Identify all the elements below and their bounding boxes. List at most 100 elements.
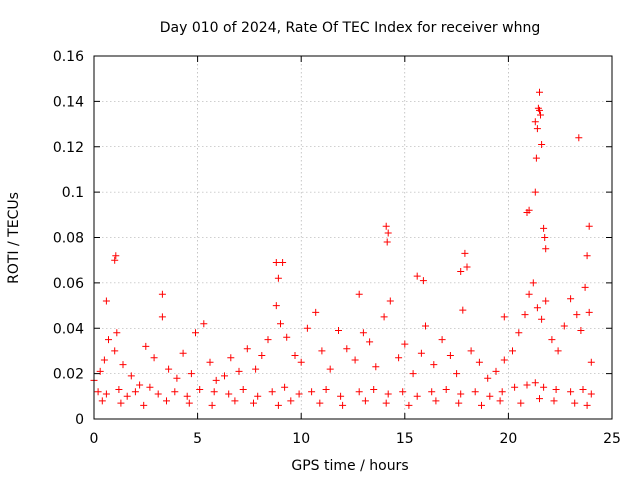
data-point	[173, 374, 181, 382]
data-point	[206, 358, 214, 366]
data-point	[531, 379, 539, 387]
data-point	[183, 392, 191, 400]
data-point	[102, 390, 110, 398]
data-point	[540, 383, 548, 391]
data-point	[105, 336, 112, 344]
data-point	[185, 399, 193, 407]
data-point	[312, 308, 320, 316]
data-point	[521, 311, 529, 319]
data-point	[212, 376, 220, 384]
data-point	[550, 397, 558, 405]
data-point	[179, 349, 187, 357]
data-point	[537, 111, 544, 119]
data-point	[123, 392, 131, 400]
data-point	[231, 397, 239, 405]
data-point	[529, 279, 537, 287]
data-point	[102, 297, 110, 305]
data-point	[571, 399, 579, 407]
data-point	[127, 372, 135, 380]
data-point	[554, 347, 562, 355]
grid	[94, 56, 612, 419]
data-point	[192, 329, 199, 337]
data-point	[422, 322, 429, 330]
data-point	[243, 345, 251, 353]
y-tick-label: 0.14	[53, 94, 84, 110]
data-point	[316, 399, 324, 407]
data-point	[541, 234, 549, 241]
data-point	[100, 356, 108, 364]
data-point	[221, 372, 228, 380]
data-point	[287, 397, 295, 405]
data-point	[401, 340, 409, 348]
data-point	[158, 313, 166, 321]
data-point	[355, 388, 363, 396]
data-point	[386, 297, 394, 305]
data-point	[140, 401, 148, 409]
data-point	[165, 365, 173, 373]
data-point	[579, 386, 587, 393]
data-point	[532, 154, 540, 162]
data-point	[459, 306, 467, 314]
data-point	[536, 395, 543, 403]
data-point	[250, 399, 257, 407]
data-point	[171, 388, 179, 396]
data-point	[117, 399, 125, 407]
data-point	[384, 390, 392, 398]
data-point	[500, 313, 508, 321]
data-point	[339, 401, 347, 409]
x-tick-label: 15	[396, 431, 414, 447]
data-point	[96, 367, 104, 375]
data-point	[525, 206, 533, 214]
data-point	[370, 386, 378, 393]
data-point	[142, 342, 150, 350]
data-point	[380, 313, 388, 321]
data-point	[457, 268, 465, 275]
data-point	[383, 238, 391, 246]
data-point	[131, 388, 139, 396]
data-point	[111, 347, 119, 355]
data-point	[382, 222, 390, 230]
data-point	[438, 336, 446, 344]
data-point	[587, 358, 595, 366]
data-point	[258, 352, 266, 359]
data-point	[446, 352, 454, 359]
x-tick-label: 5	[193, 431, 202, 447]
data-point	[552, 386, 560, 393]
data-point	[337, 392, 345, 400]
data-point	[577, 327, 585, 334]
data-point	[318, 347, 326, 355]
y-tick-label: 0.06	[53, 276, 84, 292]
data-point	[567, 295, 575, 303]
data-point	[533, 304, 541, 312]
data-point	[196, 386, 204, 393]
data-point	[268, 388, 276, 396]
data-point	[419, 277, 427, 285]
data-point	[308, 388, 316, 396]
x-tick-label: 20	[499, 431, 517, 447]
y-tick-label: 0.08	[53, 231, 84, 247]
data-point	[538, 315, 546, 323]
data-point	[531, 118, 539, 126]
data-point	[274, 401, 282, 409]
data-point	[585, 222, 593, 230]
y-axis-label: ROTI / TECUs	[6, 192, 22, 284]
data-point	[111, 256, 119, 264]
data-point	[113, 329, 121, 337]
data-point	[322, 386, 330, 393]
data-point	[548, 336, 556, 344]
y-tick-label: 0.04	[53, 321, 84, 337]
data-point	[432, 397, 440, 405]
data-point	[515, 329, 523, 337]
data-point	[523, 381, 531, 389]
x-axis-label: GPS time / hours	[291, 458, 408, 474]
data-point	[225, 390, 233, 398]
y-tick-label: 0.02	[53, 367, 84, 383]
data-point	[509, 347, 516, 355]
x-tick-label: 25	[603, 431, 621, 447]
data-point	[274, 274, 282, 282]
data-point	[475, 358, 483, 366]
data-points	[90, 88, 595, 409]
data-point	[453, 370, 461, 378]
data-point	[210, 388, 218, 396]
